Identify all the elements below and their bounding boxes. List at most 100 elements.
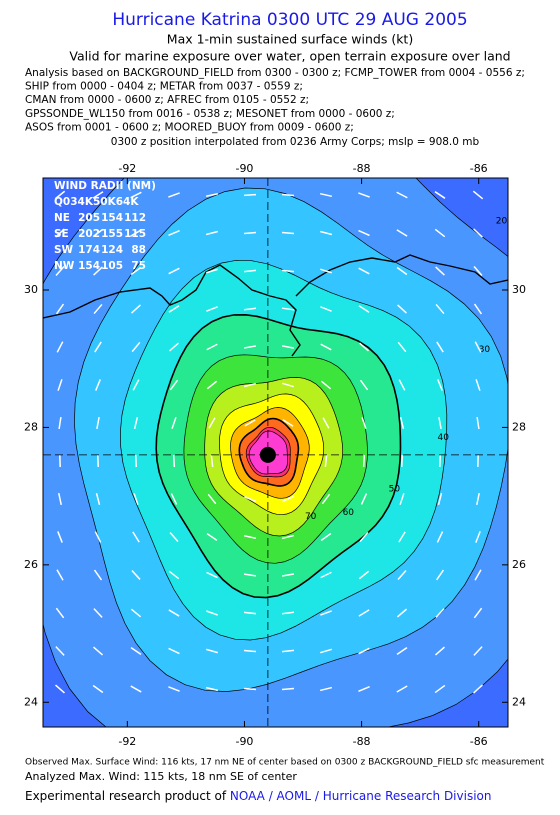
wind-arrow (56, 341, 64, 353)
wind-arrow (131, 341, 141, 353)
wind-arrow (473, 265, 483, 277)
analysis-line: GPSSONDE_WL150 from 0016 - 0538 z; MESON… (25, 108, 395, 120)
wind-arrow (170, 493, 178, 505)
radii-title: WIND RADII (NM) (54, 180, 156, 192)
wind-arrow (55, 684, 65, 694)
x-tick-label: -92 (118, 162, 136, 175)
wind-arrow (320, 380, 332, 390)
contour-label: 70 (305, 512, 317, 522)
wind-arrow (473, 607, 483, 619)
wind-arrow (172, 454, 176, 468)
wind-arrow (358, 686, 370, 692)
wind-arrow (168, 305, 180, 313)
wind-arrow (473, 228, 483, 238)
wind-arrow (169, 379, 179, 391)
wind-arrow (397, 304, 407, 314)
wind-arrow (168, 192, 180, 198)
wind-arrow (472, 190, 484, 200)
wind-arrow (436, 341, 444, 353)
x-tick-label: -88 (353, 162, 371, 175)
wind-arrow (94, 531, 102, 543)
title: Hurricane Katrina 0300 UTC 29 AUG 2005 (112, 10, 467, 30)
wind-arrow (475, 531, 481, 543)
wind-arrow (168, 647, 180, 655)
wind-arrow (400, 454, 404, 468)
wind-arrow (281, 534, 295, 540)
wind-arrow (398, 379, 406, 391)
wind-arrow (243, 345, 257, 349)
credit: Experimental research product of NOAA / … (25, 789, 491, 803)
wind-arrow (320, 343, 332, 351)
radii-value: 105 (101, 260, 123, 272)
wind-arrow (362, 454, 366, 468)
wind-arrow (206, 268, 218, 274)
wind-arrow (93, 266, 103, 276)
wind-arrow (358, 267, 370, 275)
wind-arrow (281, 611, 295, 615)
wind-arrow (205, 686, 219, 692)
wind-arrow (396, 191, 408, 199)
wind-arrow (320, 268, 332, 274)
wind-arrow (130, 266, 142, 276)
wind-arrow (206, 343, 218, 351)
wind-arrow (96, 416, 100, 430)
wind-arrow (320, 648, 332, 654)
x-tick-label: -86 (470, 162, 488, 175)
radii-value: 202 (78, 228, 100, 240)
contour-label: 30 (479, 345, 491, 355)
wind-arrow (208, 417, 216, 429)
radii-value: 112 (124, 212, 146, 224)
wind-arrow (397, 570, 407, 580)
wind-arrow (359, 342, 369, 352)
wind-arrow (133, 493, 139, 505)
wind-arrow (474, 569, 482, 581)
wind-arrow (130, 191, 142, 199)
wind-arrow (58, 492, 62, 506)
wind-arrow (55, 228, 65, 238)
y-tick-label: 28 (24, 420, 38, 433)
wind-arrow (131, 570, 141, 580)
wind-arrow (54, 190, 66, 200)
wind-arrow (281, 231, 295, 235)
radii-value: 154 (101, 212, 123, 224)
wind-arrow (169, 531, 179, 543)
radii-value: 155 (101, 228, 123, 240)
wind-arrow (244, 419, 256, 427)
wind-arrow (95, 379, 101, 391)
wind-arrow (321, 493, 331, 505)
wind-arrow (399, 493, 405, 505)
contour-label: 60 (343, 508, 355, 518)
wind-arrow (243, 611, 257, 615)
wind-arrow (92, 228, 104, 238)
radii-header: Q034K50K64K (54, 196, 139, 208)
wind-arrow (206, 380, 218, 390)
x-tick-label: -92 (118, 735, 136, 748)
radii-quadrant: NW (54, 260, 75, 272)
wind-arrow (437, 379, 443, 391)
analysis-line: SHIP from 0000 - 0404 z; METAR from 0037… (25, 81, 303, 93)
org-link[interactable]: NOAA / AOML / Hurricane Research Divisio… (230, 789, 492, 803)
wind-arrow (132, 379, 140, 391)
wind-arrow (95, 493, 101, 505)
wind-arrow (206, 610, 218, 616)
y-tick-label: 26 (512, 558, 526, 571)
x-tick-label: -88 (353, 735, 371, 748)
wind-arrow (397, 341, 407, 353)
wind-arrow (210, 454, 214, 468)
wind-arrow (243, 231, 257, 235)
wind-arrow (92, 684, 104, 694)
wind-arrow (56, 569, 64, 581)
wind-arrow (134, 454, 138, 468)
wind-arrow (473, 646, 483, 656)
wind-arrow (168, 342, 180, 352)
wind-arrow (168, 267, 180, 275)
wind-arrow (243, 687, 257, 691)
wind-arrow (435, 266, 445, 276)
y-tick-label: 30 (24, 283, 38, 296)
wind-arrow (93, 303, 103, 315)
valid-note: Valid for marine exposure over water, op… (69, 49, 510, 64)
wind-arrow (171, 417, 177, 429)
wind-arrow (282, 495, 294, 503)
